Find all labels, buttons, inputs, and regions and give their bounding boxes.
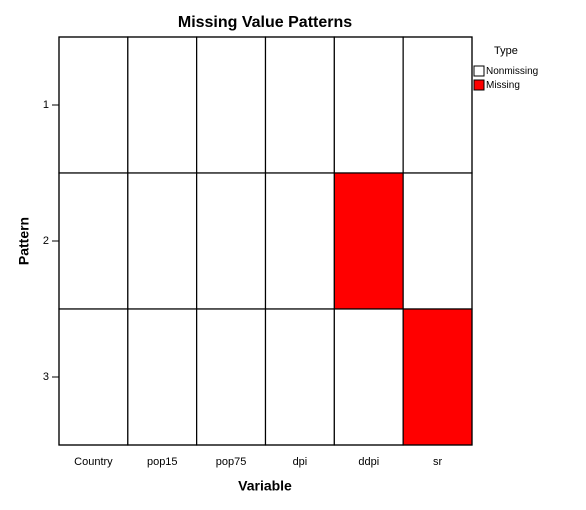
cell — [402, 308, 473, 446]
x-tick-label: ddpi — [358, 456, 379, 468]
cell — [196, 308, 267, 446]
chart-title: Missing Value Patterns — [178, 14, 352, 31]
cell — [264, 308, 335, 446]
legend-title: Type — [494, 45, 518, 57]
y-tick-label: 2 — [43, 235, 49, 247]
cell — [402, 36, 473, 174]
x-tick-label: pop75 — [216, 456, 247, 468]
cell — [402, 172, 473, 310]
cell — [58, 36, 129, 174]
legend-swatch — [473, 79, 485, 91]
cell — [333, 36, 404, 174]
cell — [333, 172, 404, 310]
legend-swatch — [473, 65, 485, 77]
cell — [127, 36, 198, 174]
x-tick-label: sr — [433, 456, 443, 468]
cell — [127, 172, 198, 310]
cell — [264, 172, 335, 310]
x-tick-label: dpi — [293, 456, 308, 468]
legend-label: Missing — [486, 80, 520, 91]
y-tick-label: 3 — [43, 371, 49, 383]
cell — [196, 172, 267, 310]
legend-label: Nonmissing — [486, 66, 538, 77]
cell — [58, 308, 129, 446]
cell — [264, 36, 335, 174]
cell — [58, 172, 129, 310]
cell — [196, 36, 267, 174]
y-tick-label: 1 — [43, 99, 49, 111]
y-axis-title: Pattern — [16, 217, 32, 265]
cell — [333, 308, 404, 446]
x-tick-label: Country — [74, 456, 113, 468]
x-axis-title: Variable — [238, 478, 292, 494]
x-tick-label: pop15 — [147, 456, 178, 468]
cell — [127, 308, 198, 446]
